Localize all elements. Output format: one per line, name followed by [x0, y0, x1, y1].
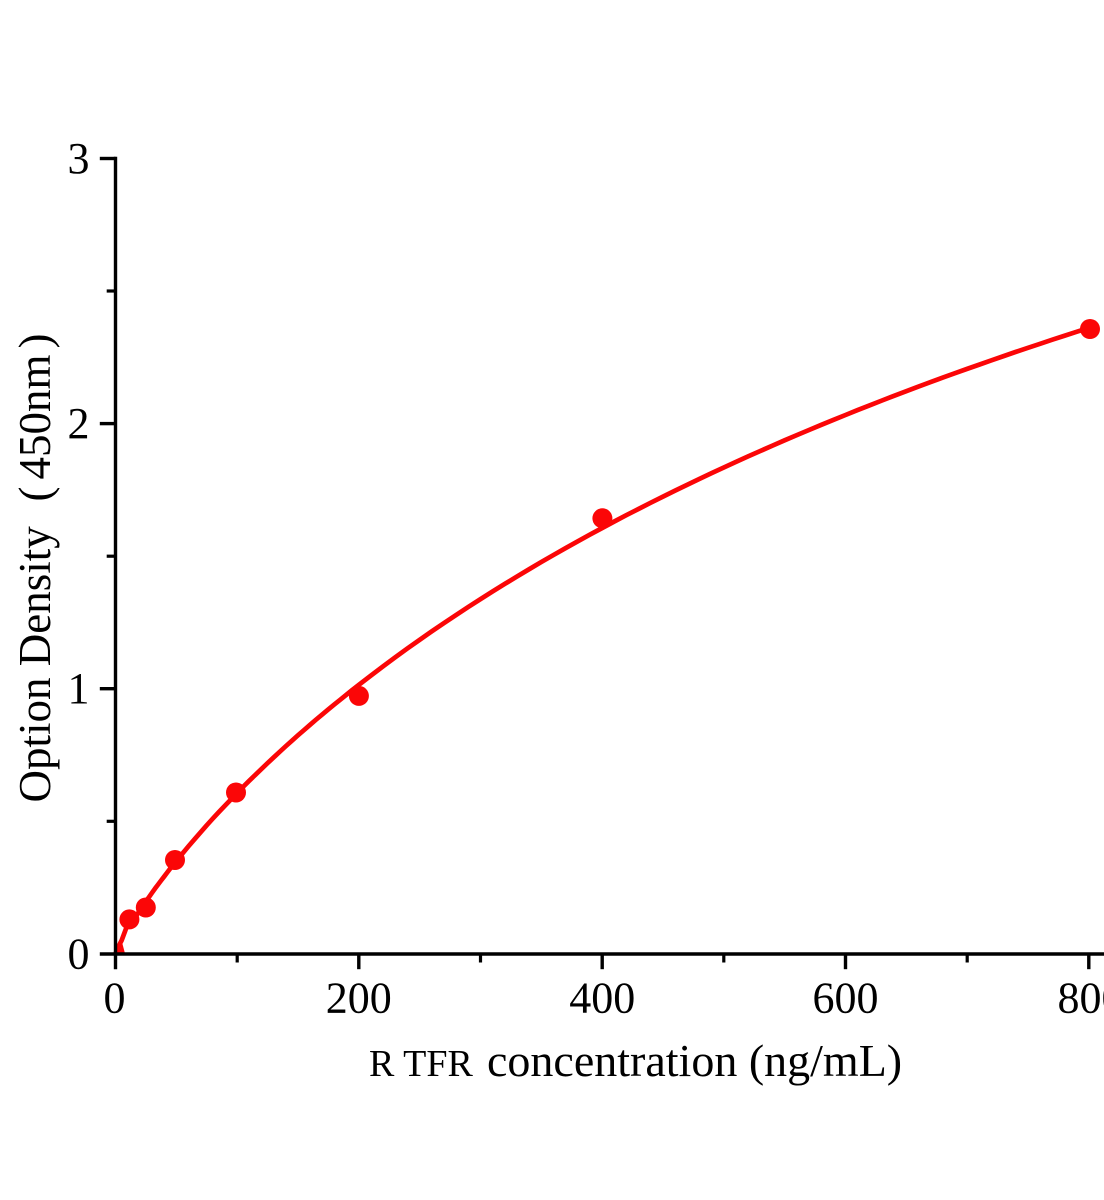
- svg-text:3: 3: [68, 134, 90, 183]
- svg-text:Option Density: Option Density: [10, 526, 60, 803]
- svg-text:800: 800: [1058, 974, 1104, 1023]
- svg-text:R TFR: R TFR: [369, 1043, 474, 1085]
- svg-text:600: 600: [813, 974, 879, 1023]
- svg-text:0: 0: [68, 929, 90, 978]
- svg-text:concentration (ng/mL): concentration (ng/mL): [487, 1035, 902, 1086]
- svg-text:2: 2: [68, 399, 90, 448]
- svg-text:(450nm): (450nm): [10, 333, 60, 501]
- svg-text:200: 200: [326, 974, 392, 1023]
- svg-text:400: 400: [569, 974, 635, 1023]
- svg-text:1: 1: [68, 664, 90, 713]
- svg-text:0: 0: [104, 974, 126, 1023]
